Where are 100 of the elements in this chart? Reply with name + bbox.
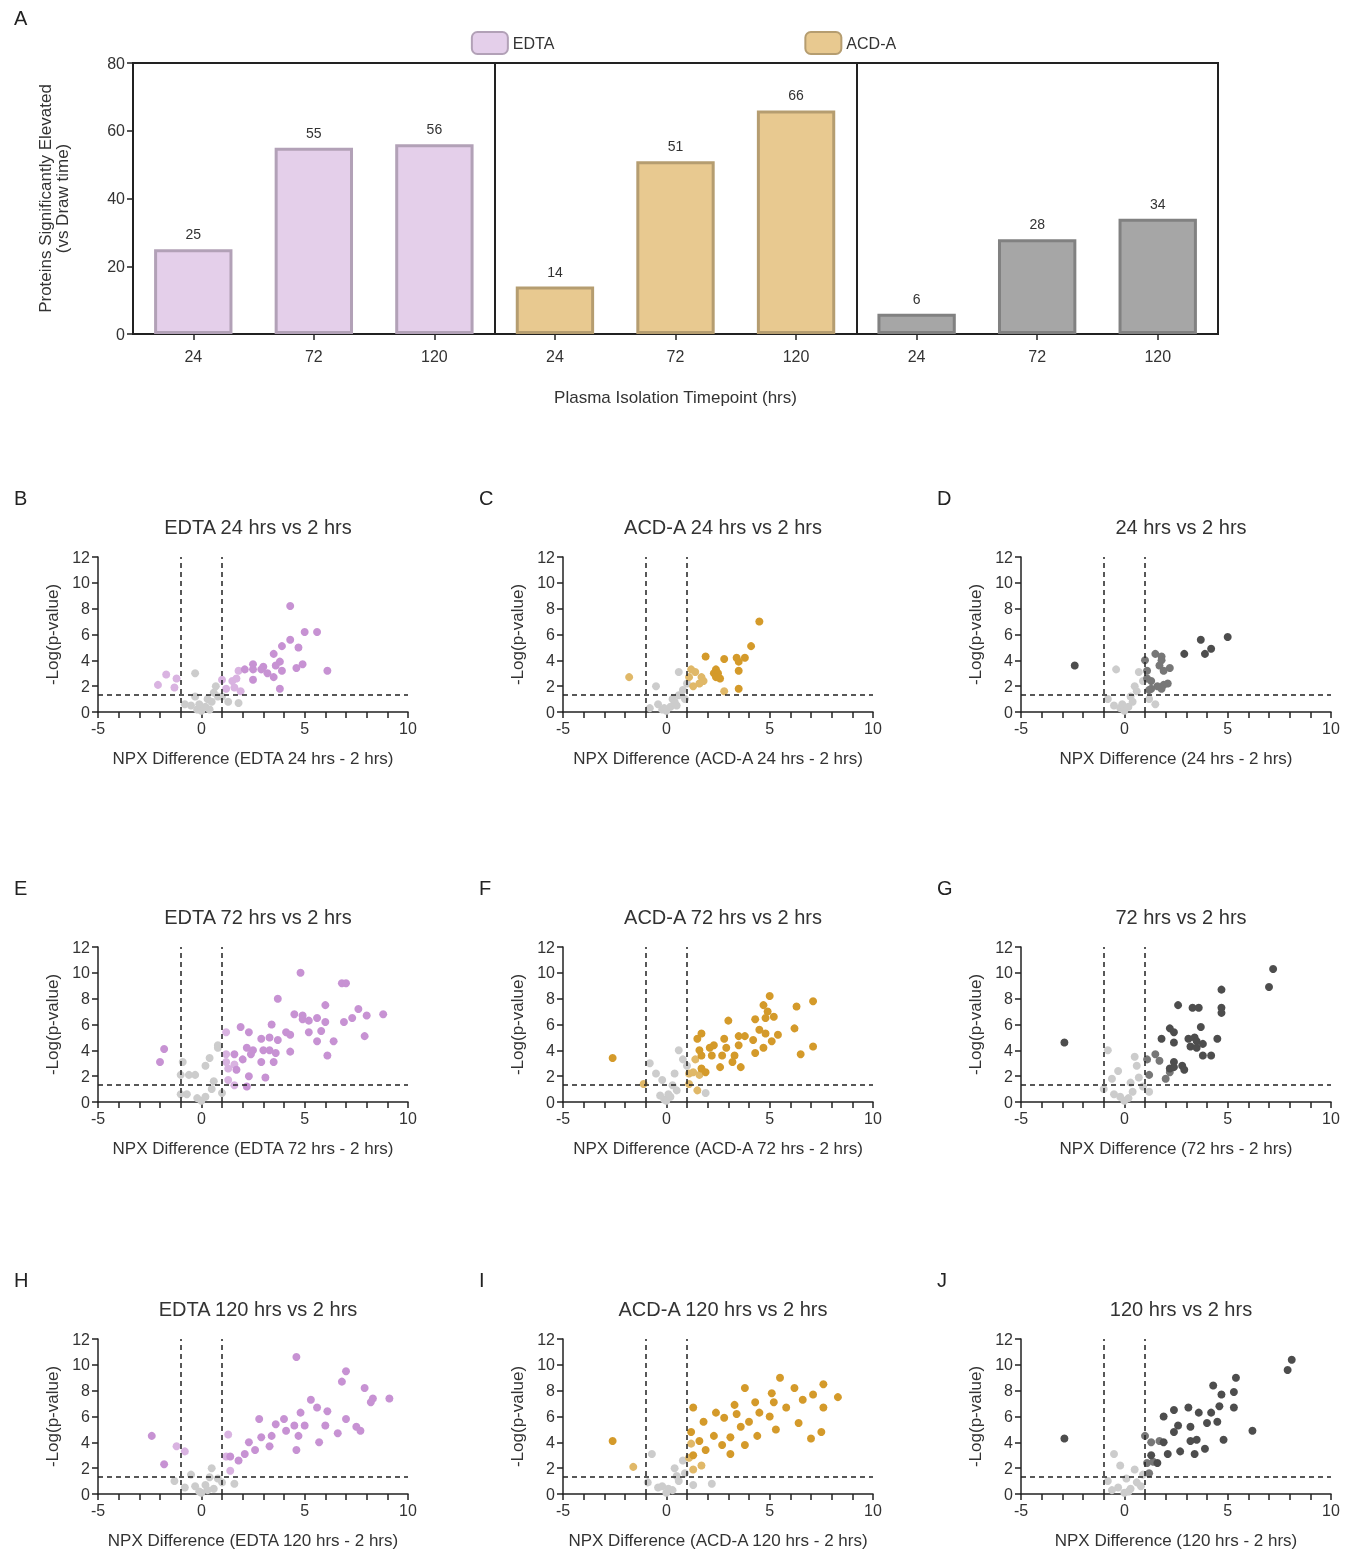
- point: [678, 1055, 687, 1064]
- point: [1151, 1050, 1160, 1059]
- x-tick-label: 5: [765, 1109, 775, 1127]
- point: [1200, 649, 1209, 658]
- point: [296, 1408, 305, 1417]
- bar: [395, 144, 474, 334]
- point: [1134, 667, 1143, 676]
- point: [277, 642, 286, 651]
- y-tick-label: 0: [546, 703, 556, 721]
- point: [736, 1063, 745, 1072]
- point: [224, 1430, 233, 1439]
- point: [201, 1480, 210, 1489]
- point: [379, 1010, 388, 1019]
- point: [707, 1051, 716, 1060]
- point: [263, 669, 272, 678]
- point: [294, 643, 303, 652]
- point: [658, 1076, 667, 1085]
- x-tick-label: 5: [300, 1501, 310, 1519]
- y-tick-label: 8: [81, 600, 91, 618]
- y-tick-label: 0: [546, 1485, 556, 1503]
- chart-title: EDTA 24 hrs vs 2 hrs: [164, 516, 352, 538]
- x-tick-label: -5: [1013, 1109, 1029, 1127]
- point: [222, 1028, 231, 1037]
- point: [230, 683, 239, 692]
- y-tick-label: 4: [546, 1041, 556, 1059]
- point: [689, 1068, 698, 1077]
- point: [1169, 1428, 1178, 1436]
- point: [1169, 1038, 1178, 1047]
- y-tick-label: 6: [81, 626, 91, 643]
- point: [809, 1042, 818, 1051]
- y-tick-label: 4: [81, 1041, 91, 1059]
- point: [705, 1043, 714, 1052]
- point: [726, 1433, 735, 1442]
- x-axis-title: NPX Difference (ACD-A 24 hrs - 2 hrs): [573, 749, 863, 768]
- point: [740, 1032, 749, 1041]
- point: [740, 1384, 749, 1393]
- point: [693, 1086, 702, 1095]
- point: [734, 657, 743, 666]
- point: [771, 1425, 780, 1434]
- point: [230, 1050, 239, 1059]
- point: [790, 1024, 799, 1033]
- point: [1124, 1094, 1133, 1103]
- point: [678, 686, 687, 695]
- point: [1209, 1381, 1218, 1390]
- point: [819, 1403, 828, 1412]
- y-axis-title: -Log(p-value): [966, 1365, 986, 1468]
- chart-title: ACD-A 24 hrs vs 2 hrs: [624, 516, 822, 538]
- point: [1229, 1403, 1238, 1412]
- point: [1155, 1056, 1164, 1065]
- x-axis-title: NPX Difference (EDTA 120 hrs - 2 hrs): [107, 1531, 399, 1550]
- point: [1134, 1073, 1143, 1082]
- point: [1194, 1408, 1203, 1417]
- point: [313, 627, 322, 636]
- point: [205, 705, 214, 714]
- point: [833, 1393, 842, 1402]
- y-tick-label: 60: [107, 122, 126, 140]
- point: [701, 1068, 710, 1077]
- y-tick-label: 10: [995, 574, 1014, 592]
- point: [691, 1055, 700, 1064]
- y-tick-label: 4: [546, 1433, 556, 1451]
- y-tick-label: 8: [1004, 600, 1014, 618]
- point: [1130, 1052, 1139, 1061]
- x-tick-label: 72: [666, 347, 685, 365]
- point: [645, 1059, 654, 1068]
- point: [734, 1041, 743, 1050]
- point: [282, 1426, 291, 1435]
- point: [1112, 665, 1121, 674]
- x-tick-label: -5: [555, 1109, 571, 1127]
- point: [1145, 1070, 1154, 1079]
- point: [1060, 1038, 1069, 1047]
- point: [232, 674, 241, 683]
- point: [695, 1437, 704, 1446]
- bar: [877, 313, 956, 334]
- point: [224, 1076, 233, 1085]
- x-tick-label: 10: [399, 1109, 417, 1127]
- x-tick-label: -5: [90, 1109, 106, 1127]
- x-tick-label: 10: [1322, 1501, 1340, 1519]
- x-tick-label: 10: [1322, 1109, 1340, 1127]
- text: B: [14, 487, 28, 509]
- point: [1145, 1087, 1154, 1096]
- data-label: 28: [1029, 216, 1046, 233]
- point: [1165, 664, 1174, 673]
- y-tick-label: 0: [1004, 703, 1014, 721]
- x-tick-label: -5: [1013, 1501, 1029, 1519]
- data-label: 6: [912, 290, 921, 307]
- y-tick-label: 12: [537, 548, 556, 566]
- point: [776, 1373, 784, 1382]
- point: [1217, 1390, 1226, 1399]
- point: [689, 1480, 698, 1489]
- point: [315, 1438, 324, 1447]
- x-tick-label: 5: [300, 1109, 310, 1127]
- point: [234, 1456, 243, 1465]
- point: [720, 1034, 729, 1043]
- y-tick-label: 8: [1004, 990, 1014, 1008]
- point: [1169, 1028, 1178, 1037]
- y-tick-label: 8: [546, 990, 556, 1008]
- y-tick-label: 40: [107, 190, 126, 207]
- y-tick-label: 2: [81, 1459, 91, 1477]
- point: [809, 997, 818, 1006]
- point: [769, 1398, 778, 1407]
